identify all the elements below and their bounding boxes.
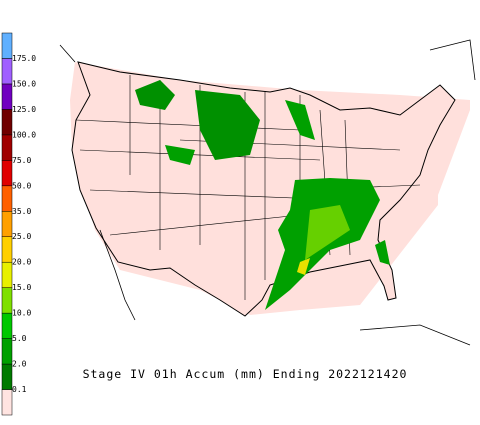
colorbar-label: 50.0 (12, 181, 31, 190)
colorbar: 0.1 2.0 5.0 10.0 15.0 20.0 25.0 35.0 50.0 75.0 100… (1, 32, 36, 416)
colorbar-label: 25.0 (12, 232, 31, 241)
colorbar-label: 125.0 (12, 105, 36, 114)
colorbar-segment (1, 363, 13, 390)
colorbar-segment (1, 160, 13, 187)
colorbar-segment (1, 287, 13, 314)
colorbar-label: 20.0 (12, 258, 31, 267)
colorbar-segment (1, 211, 13, 237)
colorbar-segment (1, 312, 13, 339)
colorbar-segment (1, 58, 13, 85)
colorbar-label: 175.0 (12, 54, 36, 63)
colorbar-segment (1, 32, 13, 59)
colorbar-label: 150.0 (12, 79, 36, 88)
colorbar-label: 10.0 (12, 309, 31, 318)
us-outline (71, 61, 456, 317)
colorbar-label: 100.0 (12, 130, 36, 139)
colorbar-label: 35.0 (12, 207, 31, 216)
colorbar-label: 75.0 (12, 156, 31, 165)
colorbar-segment (1, 236, 13, 263)
colorbar-segment (1, 389, 13, 416)
caption: Stage IV 01h Accum (mm) Ending 202212142… (83, 367, 408, 381)
colorbar-label: 5.0 (12, 334, 27, 343)
colorbar-segment (1, 185, 13, 212)
precip-areas (135, 80, 390, 310)
colorbar-label: 15.0 (12, 283, 31, 292)
colorbar-label: 2.0 (12, 360, 27, 369)
colorbar-segment (1, 261, 13, 288)
colorbar-segment (1, 83, 13, 110)
colorbar-label: 0.1 (12, 385, 27, 394)
colorbar-segment (1, 109, 13, 136)
colorbar-segment (1, 338, 13, 365)
coastlines (59, 39, 476, 346)
colorbar-segment (1, 134, 13, 161)
